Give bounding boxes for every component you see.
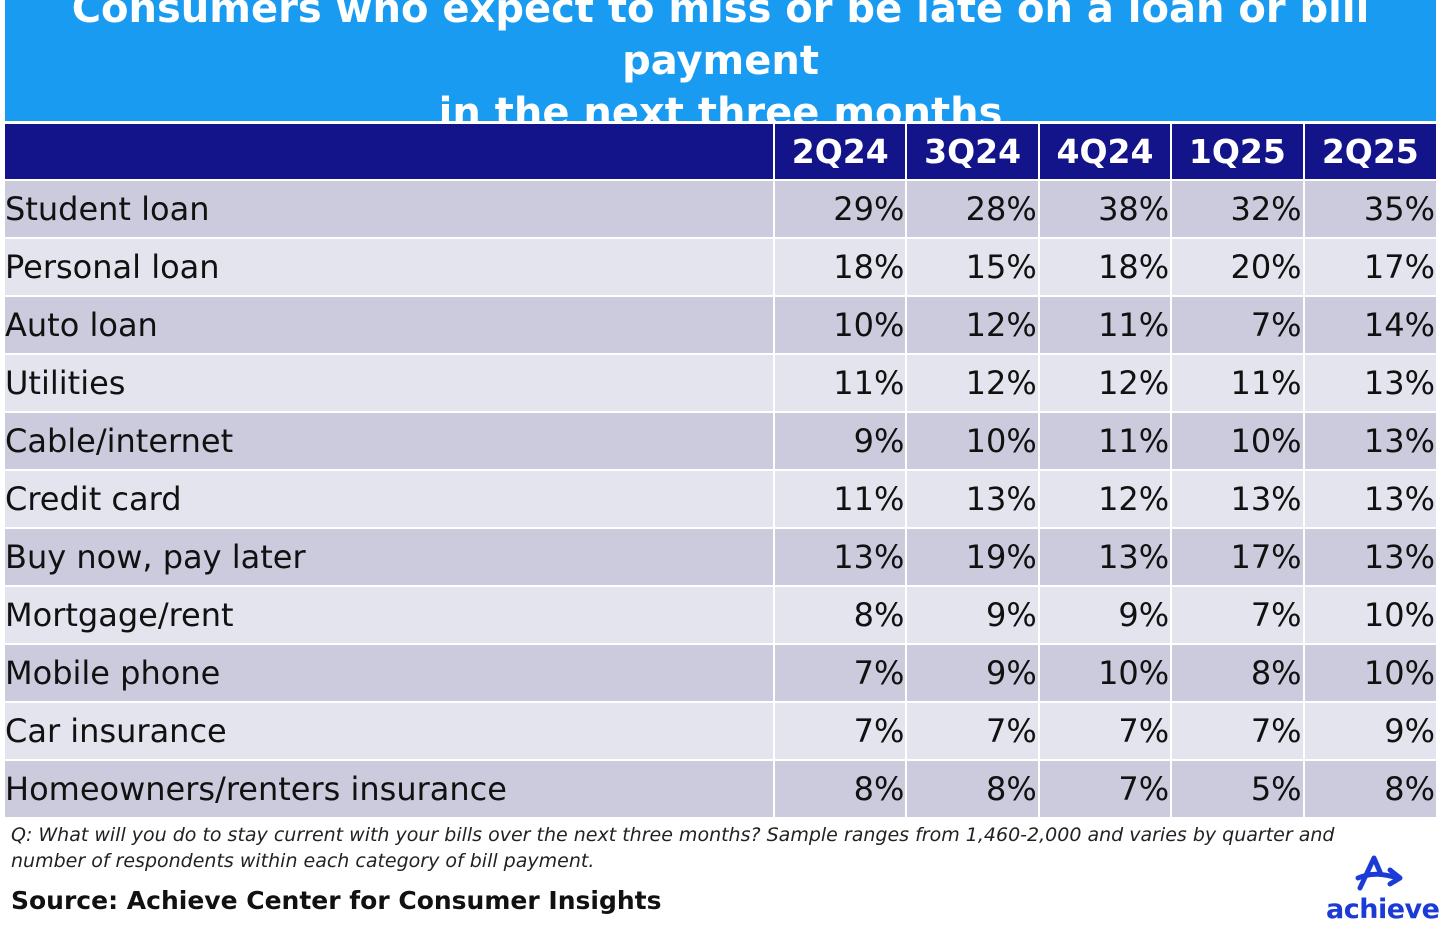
value-cell: 32% [1171,179,1305,238]
row-label: Buy now, pay later [5,527,776,586]
value-cell: 13% [1303,353,1436,412]
column-header: 1Q25 [1171,124,1305,180]
column-header: 2Q25 [1303,124,1436,180]
value-cell: 11% [1038,411,1173,470]
value-cell: 9% [774,411,908,470]
value-cell: 11% [1038,295,1173,354]
column-header: 4Q24 [1038,124,1173,180]
title-line-1: Consumers who expect to miss or be late … [71,0,1370,84]
row-label: Utilities [5,353,776,412]
table-row: Mortgage/rent 8% 9% 9% 7% 10% [5,585,1436,644]
header-row: 2Q24 3Q24 4Q24 1Q25 2Q25 [5,124,1436,180]
value-cell: 12% [906,295,1040,354]
table-row: Mobile phone 7% 9% 10% 8% 10% [5,643,1436,702]
table-row: Buy now, pay later 13% 19% 13% 17% 13% [5,527,1436,586]
value-cell: 9% [906,585,1040,644]
value-cell: 8% [906,759,1040,817]
value-cell: 11% [1171,353,1305,412]
value-cell: 10% [906,411,1040,470]
table-row: Car insurance 7% 7% 7% 7% 9% [5,701,1436,760]
value-cell: 12% [1038,469,1173,528]
logo-text: achieve [1326,894,1440,925]
value-cell: 13% [774,527,908,586]
row-label: Mortgage/rent [5,585,776,644]
value-cell: 20% [1171,237,1305,296]
value-cell: 38% [1038,179,1173,238]
row-label: Personal loan [5,237,776,296]
value-cell: 9% [906,643,1040,702]
value-cell: 7% [1038,759,1173,817]
value-cell: 13% [1303,469,1436,528]
value-cell: 13% [1303,527,1436,586]
table-row: Student loan 29% 28% 38% 32% 35% [5,179,1436,238]
value-cell: 13% [906,469,1040,528]
value-cell: 10% [1303,643,1436,702]
table-row: Cable/internet 9% 10% 11% 10% 13% [5,411,1436,470]
table-row: Auto loan 10% 12% 11% 7% 14% [5,295,1436,354]
header-corner [5,124,776,180]
value-cell: 7% [774,701,908,760]
value-cell: 7% [906,701,1040,760]
value-cell: 7% [1171,585,1305,644]
row-label: Auto loan [5,295,776,354]
row-label: Mobile phone [5,643,776,702]
value-cell: 7% [1171,295,1305,354]
table-row: Homeowners/renters insurance 8% 8% 7% 5% 8% [5,759,1436,817]
value-cell: 7% [1171,701,1305,760]
value-cell: 10% [1038,643,1173,702]
value-cell: 9% [1303,701,1436,760]
column-header: 2Q24 [774,124,908,180]
value-cell: 35% [1303,179,1436,238]
source-line: Source: Achieve Center for Consumer Insi… [11,886,662,915]
table-row: Credit card 11% 13% 12% 13% 13% [5,469,1436,528]
value-cell: 10% [774,295,908,354]
value-cell: 17% [1171,527,1305,586]
achieve-logo: achieve [1326,852,1440,928]
value-cell: 10% [1303,585,1436,644]
row-label: Student loan [5,179,776,238]
value-cell: 8% [774,585,908,644]
value-cell: 12% [906,353,1040,412]
value-cell: 11% [774,353,908,412]
column-header: 3Q24 [906,124,1040,180]
value-cell: 12% [1038,353,1173,412]
value-cell: 7% [1038,701,1173,760]
data-table: 2Q24 3Q24 4Q24 1Q25 2Q25 Student loan 29%… [5,124,1436,817]
value-cell: 13% [1303,411,1436,470]
title-banner: Consumers who expect to miss or be late … [5,0,1436,136]
value-cell: 14% [1303,295,1436,354]
footnote: Q: What will you do to stay current with… [11,824,1335,872]
value-cell: 28% [906,179,1040,238]
value-cell: 8% [1303,759,1436,817]
value-cell: 18% [774,237,908,296]
row-label: Credit card [5,469,776,528]
row-label: Car insurance [5,701,776,760]
table-row: Utilities 11% 12% 12% 11% 13% [5,353,1436,412]
row-label: Homeowners/renters insurance [5,759,776,817]
value-cell: 7% [774,643,908,702]
value-cell: 10% [1171,411,1305,470]
value-cell: 8% [774,759,908,817]
value-cell: 8% [1171,643,1305,702]
value-cell: 5% [1171,759,1305,817]
value-cell: 18% [1038,237,1173,296]
value-cell: 11% [774,469,908,528]
value-cell: 13% [1171,469,1305,528]
value-cell: 29% [774,179,908,238]
value-cell: 15% [906,237,1040,296]
value-cell: 19% [906,527,1040,586]
row-label: Cable/internet [5,411,776,470]
value-cell: 9% [1038,585,1173,644]
achieve-arrow-icon [1355,855,1403,891]
value-cell: 13% [1038,527,1173,586]
value-cell: 17% [1303,237,1436,296]
table-row: Personal loan 18% 15% 18% 20% 17% [5,237,1436,296]
